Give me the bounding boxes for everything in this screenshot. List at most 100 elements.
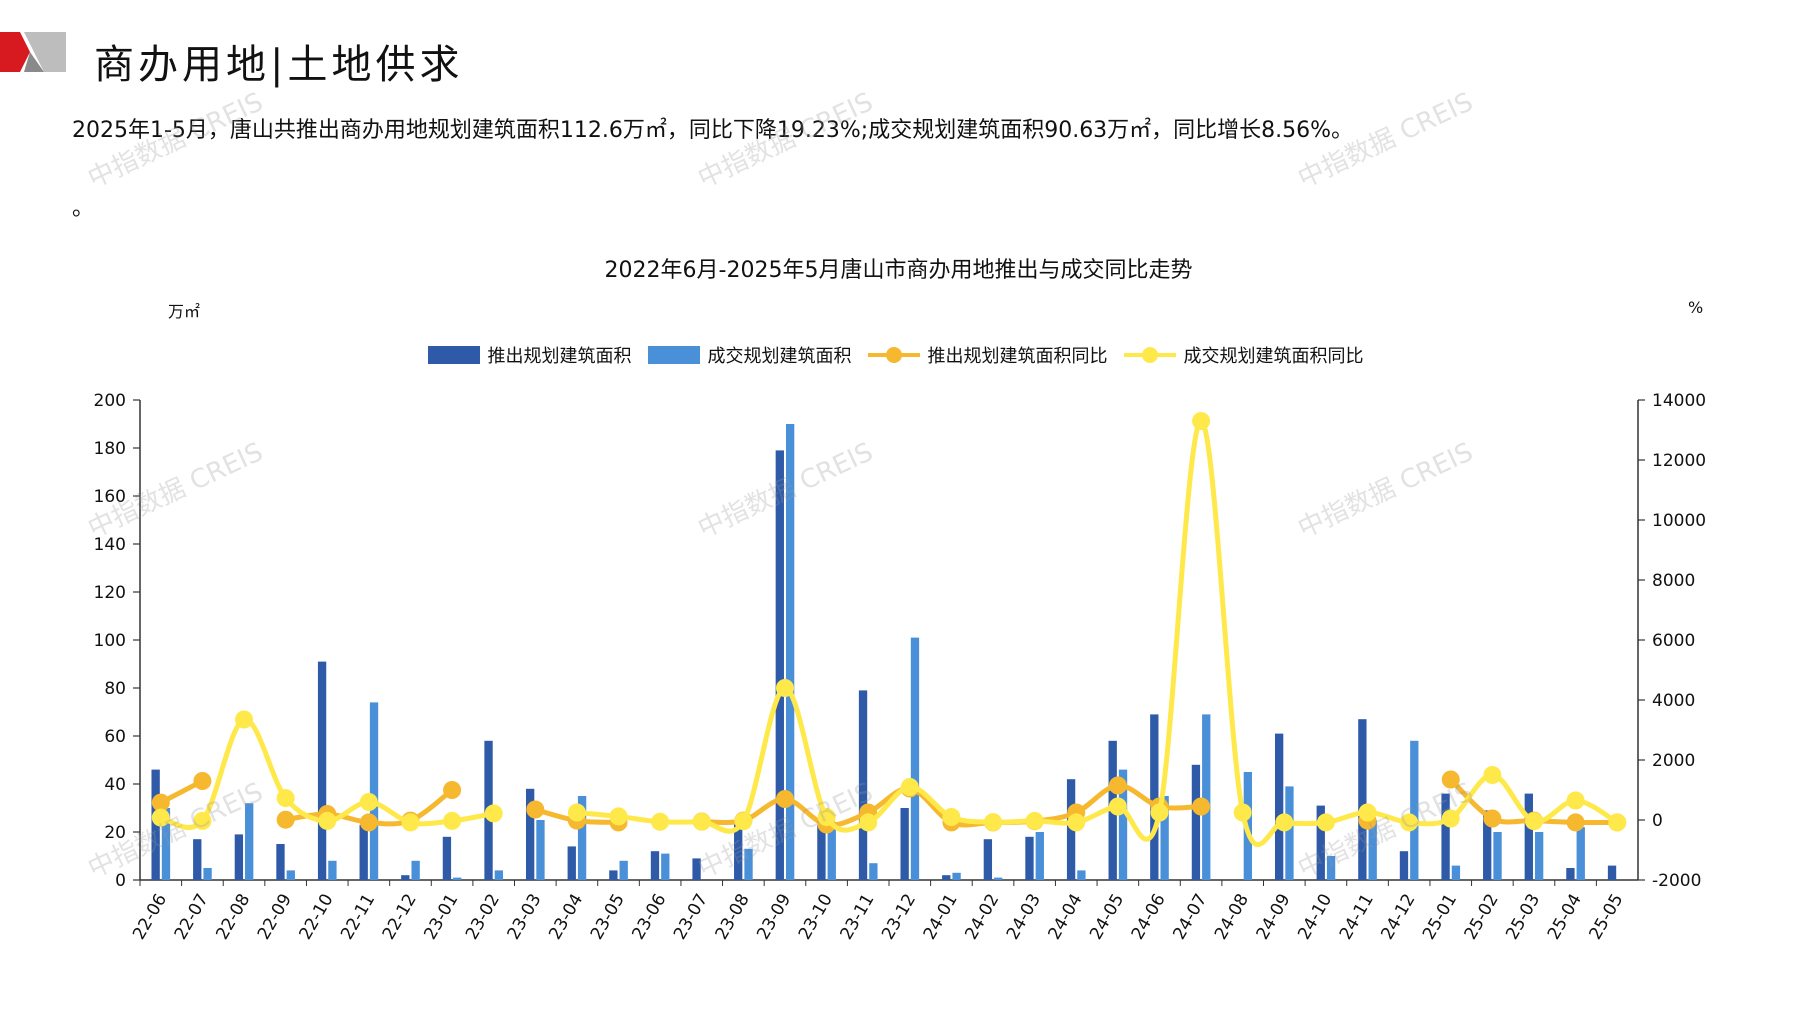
deal-area-bar (577, 796, 587, 880)
deal-area-bar (785, 424, 795, 880)
deal-yoy-point (1524, 812, 1543, 831)
brand-logo-icon (0, 32, 66, 72)
deal-area-bar (1118, 769, 1128, 880)
deal-yoy-point (1316, 813, 1335, 832)
x-tick-label: 24-05 (1086, 891, 1128, 944)
launch-area-bar (1566, 868, 1575, 880)
launch-area-bar (317, 661, 327, 880)
deal-yoy-point (775, 679, 794, 697)
left-tick-label: 100 (94, 631, 126, 651)
deal-yoy-point (651, 812, 670, 831)
right-tick-label: 12000 (1652, 451, 1706, 471)
x-tick-label: 25-01 (1419, 891, 1461, 944)
left-tick-label: 120 (94, 583, 126, 603)
launch-area-bar (1316, 805, 1325, 880)
deal-area-bar (536, 820, 545, 880)
left-tick-label: 200 (94, 391, 126, 411)
deal-yoy-point (1566, 791, 1585, 810)
legend-label-launch-yoy: 推出规划建筑面积同比 (927, 346, 1108, 367)
launch-area-bar (193, 839, 202, 880)
deal-yoy-point (984, 813, 1003, 832)
deal-area-bar (286, 870, 295, 880)
launch-area-bar (817, 824, 826, 880)
deal-area-bar (827, 827, 836, 880)
x-tick-label: 23-02 (462, 891, 504, 944)
deal-area-bar (1576, 827, 1585, 880)
x-tick-label: 24-01 (920, 891, 962, 944)
left-tick-label: 160 (94, 487, 126, 507)
deal-yoy-point (1233, 803, 1252, 822)
x-tick-label: 24-08 (1211, 891, 1253, 944)
x-tick-label: 23-11 (837, 891, 879, 944)
deal-yoy-point (692, 812, 711, 831)
legend-label-launch-area: 推出规划建筑面积 (487, 346, 632, 367)
x-tick-label: 22-12 (379, 891, 421, 944)
deal-area-bar (411, 860, 420, 880)
x-tick-label: 22-11 (337, 891, 379, 944)
deal-area-bar (1534, 832, 1544, 880)
x-tick-label: 25-02 (1461, 891, 1503, 944)
x-tick-label: 24-03 (1003, 891, 1045, 944)
deal-yoy-point (734, 812, 753, 831)
deal-yoy-point (318, 811, 337, 830)
deal-yoy-point (942, 808, 961, 826)
deal-yoy-point (1067, 813, 1086, 832)
deal-yoy-point (1358, 803, 1377, 822)
x-tick-label: 24-11 (1336, 891, 1378, 944)
launch-area-bar (1150, 714, 1159, 880)
right-tick-label: 0 (1652, 811, 1663, 831)
launch-area-bar (1399, 851, 1409, 880)
launch-area-bar (1441, 793, 1450, 880)
deal-yoy-line (158, 717, 497, 830)
deal-area-bar (1285, 786, 1294, 880)
launch-area-bar (442, 836, 452, 880)
launch-area-bar (1483, 810, 1492, 880)
launch-yoy-point (359, 813, 378, 832)
deal-yoy-point (401, 813, 420, 832)
right-tick-label: 14000 (1652, 391, 1706, 411)
deal-yoy-point (1025, 811, 1044, 830)
deal-area-bar (453, 877, 462, 880)
deal-area-bar (161, 808, 171, 880)
deal-area-bar (661, 853, 670, 880)
launch-area-bar (1524, 793, 1533, 880)
launch-yoy-point (1483, 809, 1502, 828)
right-axis-unit: % (1688, 298, 1704, 317)
deal-yoy-point (1150, 803, 1169, 822)
legend-label-deal-area: 成交规划建筑面积 (707, 346, 852, 367)
deal-yoy-point (567, 803, 586, 822)
x-tick-label: 24-09 (1253, 891, 1295, 944)
launch-area-bar (1025, 836, 1034, 880)
launch-area-bar (525, 788, 535, 880)
deal-area-bar (994, 877, 1003, 880)
deal-yoy-point (359, 793, 378, 811)
x-tick-label: 24-06 (1128, 891, 1170, 944)
launch-yoy-point (1192, 797, 1211, 816)
x-tick-label: 22-06 (129, 891, 171, 944)
page-header: 商办用地|土地供求 (0, 14, 700, 88)
x-tick-label: 23-10 (795, 891, 837, 944)
x-tick-label: 25-04 (1544, 891, 1586, 944)
deal-area-bar (203, 868, 212, 880)
deal-area-bar (1493, 832, 1502, 880)
launch-area-bar (1358, 719, 1367, 880)
x-tick-label: 23-03 (504, 891, 546, 944)
launch-area-bar (401, 875, 410, 880)
deal-yoy-point (859, 813, 878, 832)
deal-area-bar (910, 637, 920, 880)
deal-area-bar (1035, 832, 1044, 880)
launch-area-bar (650, 851, 660, 880)
x-tick-label: 22-08 (212, 891, 254, 944)
right-tick-label: 4000 (1652, 691, 1695, 711)
right-tick-label: -2000 (1652, 871, 1701, 891)
launch-area-bar (609, 870, 618, 880)
left-tick-label: 60 (104, 727, 126, 747)
x-tick-label: 22-10 (296, 891, 338, 944)
launch-area-bar (734, 820, 743, 880)
deal-area-bar (1410, 740, 1419, 880)
left-axis-unit: 万㎡ (168, 302, 201, 321)
deal-yoy-point (1275, 813, 1294, 832)
x-tick-label: 23-04 (545, 891, 587, 944)
left-tick-label: 80 (104, 679, 126, 699)
deal-area-bar (328, 860, 337, 880)
